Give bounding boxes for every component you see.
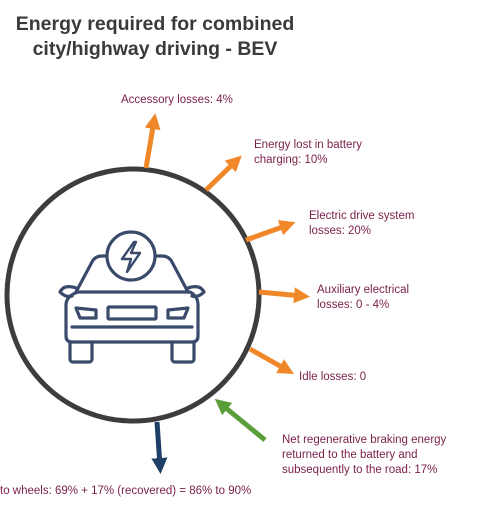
regen-line-3: subsequently to the road: 17% — [282, 464, 438, 476]
auxiliary-loss-label: Auxiliary electrical losses: 0 - 4% — [317, 283, 409, 313]
lightning-bolt-icon — [105, 230, 157, 282]
battery-loss-arrow — [204, 155, 242, 192]
battery-loss-line-1: Energy lost in battery — [254, 139, 363, 151]
regen-line-2: returned to the battery and — [282, 449, 418, 461]
drive-loss-line-2: losses: 20% — [309, 225, 372, 237]
accessory-loss-text: Accessory losses: 4% — [121, 94, 233, 106]
battery-loss-line-2: charging: 10% — [254, 154, 328, 166]
title-line-1: Energy required for combined — [15, 13, 295, 35]
accessory-loss-label: Accessory losses: 4% — [121, 93, 233, 108]
auxiliary-loss-line-1: Auxiliary electrical — [317, 284, 410, 296]
battery-loss-label: Energy lost in battery charging: 10% — [254, 138, 362, 168]
diagram-title: Energy required for combined city/highwa… — [0, 12, 310, 62]
regen-braking-label: Net regenerative braking energy returned… — [282, 433, 446, 478]
regen-braking-arrow — [214, 398, 267, 442]
accessory-loss-arrow — [143, 113, 161, 169]
wheels-output-arrow — [151, 421, 168, 474]
drive-loss-line-1: Electric drive system — [309, 210, 415, 222]
idle-loss-arrow — [248, 346, 294, 374]
drive-loss-arrow — [245, 220, 296, 243]
idle-loss-label: Idle losses: 0 — [299, 370, 366, 385]
wheels-output-label: to wheels: 69% + 17% (recovered) = 86% t… — [0, 484, 251, 499]
regen-line-1: Net regenerative braking energy — [282, 434, 447, 446]
auxiliary-loss-arrow — [258, 287, 310, 304]
idle-loss-text: Idle losses: 0 — [299, 371, 367, 383]
electric-car-icon — [58, 254, 206, 364]
drive-loss-label: Electric drive system losses: 20% — [309, 209, 414, 239]
wheels-output-text: to wheels: 69% + 17% (recovered) = 86% t… — [0, 485, 252, 497]
title-line-2: city/highway driving - BEV — [32, 38, 278, 60]
auxiliary-loss-line-2: losses: 0 - 4% — [317, 299, 390, 311]
